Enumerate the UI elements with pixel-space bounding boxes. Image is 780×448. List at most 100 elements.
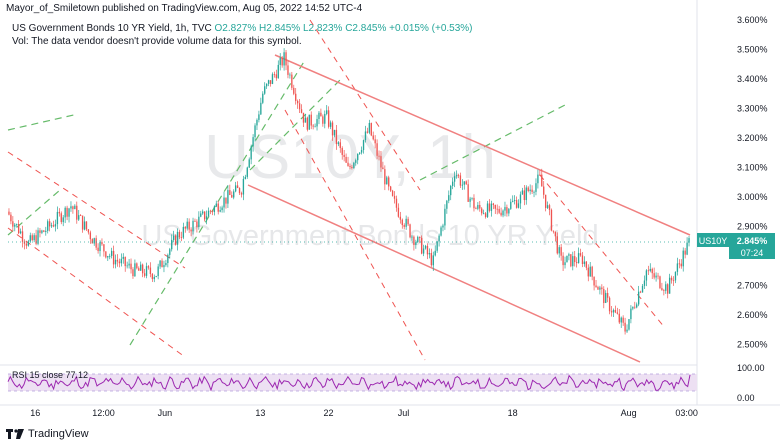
candle	[440, 225, 442, 237]
price-axis[interactable]: 3.600% 3.500% 3.400% 3.300% 3.200% 3.100% 3.00…	[737, 15, 768, 349]
candle	[136, 262, 138, 270]
candle	[667, 283, 669, 299]
candle-body	[353, 162, 355, 168]
candle-body	[134, 263, 136, 277]
candle	[324, 110, 326, 129]
candle-body	[291, 74, 293, 88]
candle	[384, 165, 386, 191]
candle-body	[382, 167, 384, 170]
candle	[655, 272, 657, 282]
time-axis-tick: Jul	[398, 408, 410, 418]
candle	[45, 226, 47, 236]
candle	[29, 232, 31, 243]
candle	[469, 196, 471, 208]
candle-body	[618, 313, 620, 323]
candle-body	[281, 57, 283, 66]
candle-body	[533, 191, 535, 193]
candle-body	[632, 306, 634, 309]
candle	[581, 252, 584, 268]
trend-dashed	[284, 109, 426, 361]
candle-body	[517, 203, 520, 208]
candle-body	[101, 242, 103, 245]
candle-body	[203, 211, 206, 220]
candle	[562, 252, 564, 271]
candle-body	[616, 312, 619, 314]
candle-body	[494, 204, 496, 209]
candle-body	[250, 146, 252, 160]
candle	[508, 207, 510, 217]
candle-body	[444, 208, 446, 226]
candle-body	[593, 276, 595, 286]
candle-body	[78, 215, 80, 220]
candle	[50, 222, 53, 228]
candle-body	[378, 155, 380, 157]
candle-body	[405, 218, 407, 227]
candle	[424, 244, 427, 250]
candle	[242, 175, 245, 201]
candle	[105, 251, 107, 259]
candle-body	[308, 114, 310, 130]
time-axis[interactable]: 16 12:00 Jun 13 22 Jul 18 Aug 03:00	[30, 408, 698, 418]
candle	[362, 139, 365, 154]
candle	[506, 204, 508, 217]
candle-body	[612, 309, 615, 313]
candle	[386, 175, 388, 185]
candle-body	[246, 167, 248, 177]
candle	[543, 181, 545, 199]
candle	[54, 219, 57, 232]
channel-lower[interactable]	[247, 184, 641, 363]
legend-change: +0.015% (+0.53%)	[389, 23, 473, 34]
candle	[610, 306, 613, 317]
candle-body	[176, 231, 179, 245]
candle	[293, 84, 295, 96]
candle	[126, 261, 128, 269]
candle	[541, 168, 543, 187]
candle-body	[562, 255, 564, 266]
candle-body	[293, 87, 295, 94]
candle-body	[676, 263, 679, 272]
candle	[149, 262, 152, 278]
candle-body	[469, 198, 471, 202]
candle-body	[163, 265, 165, 268]
candle	[233, 189, 235, 200]
candle-body	[312, 125, 314, 127]
tradingview-brand[interactable]: TradingView	[6, 428, 89, 440]
candle	[672, 276, 675, 286]
candle	[349, 163, 351, 170]
candle-body	[475, 208, 477, 210]
candle-body	[248, 159, 250, 168]
candle-body	[366, 131, 369, 133]
candle-body	[91, 239, 93, 244]
channel-upper[interactable]	[274, 54, 691, 236]
candle	[502, 209, 504, 218]
candle	[668, 273, 671, 294]
candle	[287, 60, 289, 79]
candle	[455, 170, 458, 179]
candle-body	[655, 275, 657, 278]
watermark-name: US Government Bonds 10 YR Yield	[141, 220, 598, 252]
rsi-pane[interactable]: RSI 15 close 77.12 100.00 0.00	[7, 363, 765, 403]
time-axis-tick: 22	[324, 408, 334, 418]
candle-body	[165, 263, 167, 266]
candle	[27, 239, 30, 247]
candle-body	[105, 251, 107, 258]
candle-body	[440, 227, 442, 236]
candle	[298, 98, 301, 113]
candle-body	[436, 241, 438, 251]
price-axis-tick: 3.300%	[737, 103, 768, 113]
candle-body	[264, 86, 266, 94]
candle-body	[29, 235, 31, 242]
price-axis-tick: 3.600%	[737, 15, 768, 25]
candle-body	[45, 230, 47, 232]
legend-title: US Government Bonds 10 YR Yield, 1h, TVC	[12, 23, 212, 34]
candle-body	[661, 288, 663, 291]
candle	[393, 191, 396, 204]
candle-body	[140, 264, 142, 271]
candle-body	[155, 276, 157, 277]
candle	[492, 202, 495, 210]
candle-body	[136, 263, 138, 269]
candle-body	[362, 140, 365, 151]
candle-body	[513, 200, 516, 201]
candle	[682, 247, 684, 272]
